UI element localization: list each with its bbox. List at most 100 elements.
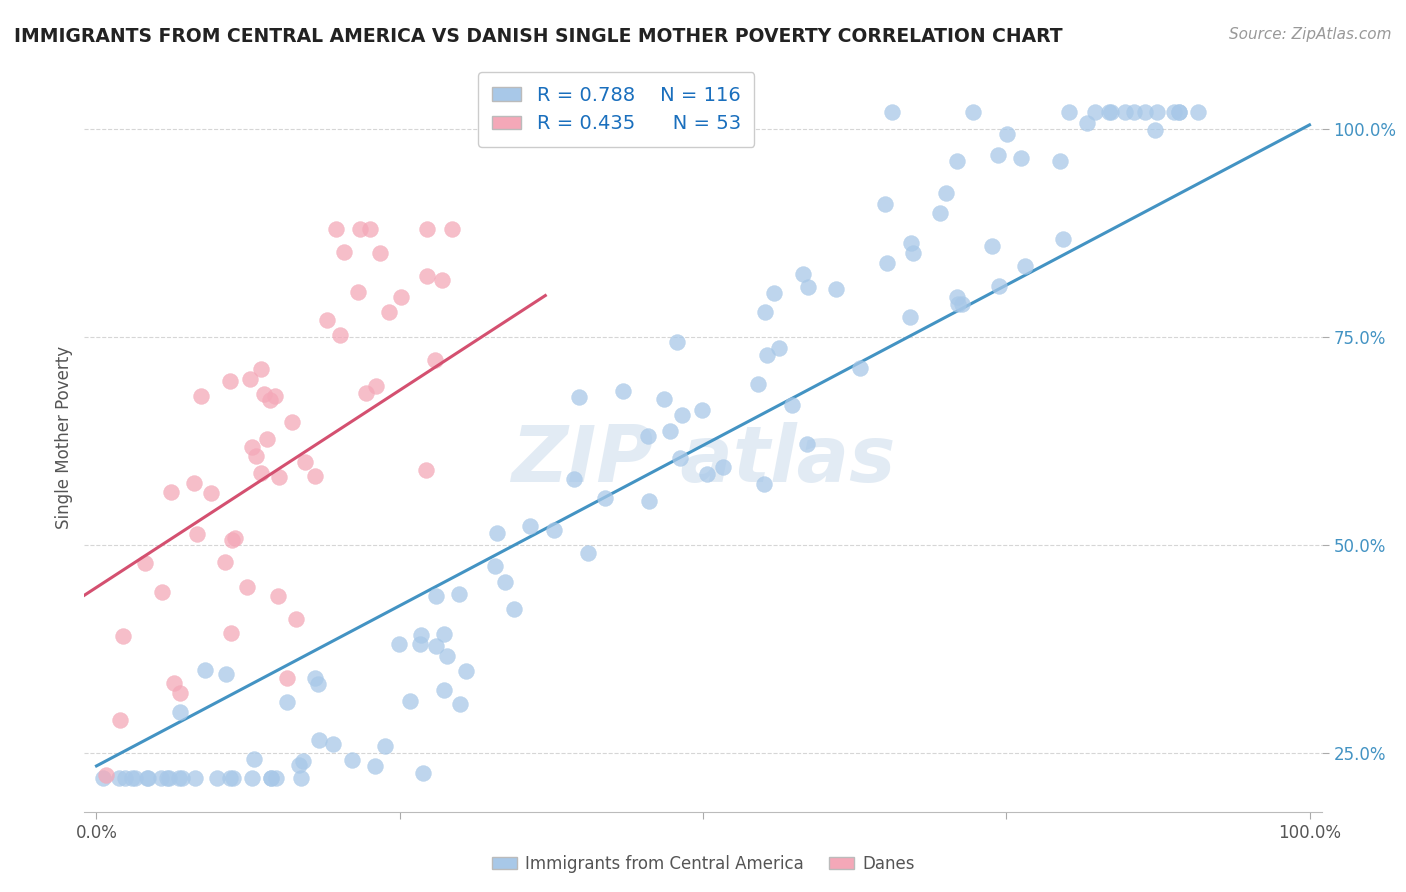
Point bbox=[449, 587, 471, 601]
Point bbox=[780, 398, 803, 412]
Point bbox=[194, 663, 217, 677]
Point bbox=[1163, 105, 1185, 120]
Point bbox=[484, 558, 506, 573]
Point bbox=[503, 601, 526, 615]
Point bbox=[671, 408, 693, 422]
Point bbox=[259, 772, 281, 786]
Point bbox=[359, 222, 381, 236]
Point bbox=[215, 666, 238, 681]
Point bbox=[184, 772, 207, 786]
Point bbox=[696, 467, 718, 482]
Point bbox=[576, 546, 599, 560]
Point bbox=[543, 523, 565, 537]
Point bbox=[205, 772, 228, 786]
Point bbox=[796, 437, 818, 451]
Point bbox=[291, 754, 314, 768]
Point bbox=[308, 732, 330, 747]
Point bbox=[256, 432, 278, 446]
Point bbox=[612, 384, 634, 398]
Point bbox=[652, 392, 675, 406]
Point bbox=[124, 772, 146, 786]
Y-axis label: Single Mother Poverty: Single Mother Poverty bbox=[55, 345, 73, 529]
Point bbox=[416, 222, 439, 236]
Point bbox=[221, 533, 243, 548]
Point bbox=[329, 327, 352, 342]
Point bbox=[962, 105, 984, 120]
Point bbox=[136, 772, 159, 786]
Point bbox=[134, 556, 156, 570]
Point bbox=[121, 772, 143, 786]
Point bbox=[669, 451, 692, 466]
Point bbox=[637, 429, 659, 443]
Point bbox=[903, 246, 925, 260]
Point bbox=[290, 772, 312, 786]
Point bbox=[91, 772, 114, 786]
Point bbox=[494, 575, 516, 590]
Legend: R = 0.788    N = 116, R = 0.435      N = 53: R = 0.788 N = 116, R = 0.435 N = 53 bbox=[478, 72, 755, 147]
Point bbox=[433, 682, 456, 697]
Point bbox=[638, 494, 661, 508]
Text: Source: ZipAtlas.com: Source: ZipAtlas.com bbox=[1229, 27, 1392, 42]
Point bbox=[167, 772, 190, 786]
Point bbox=[436, 648, 458, 663]
Point bbox=[752, 477, 775, 491]
Point bbox=[1167, 105, 1189, 120]
Point bbox=[987, 279, 1010, 293]
Point bbox=[266, 772, 288, 786]
Point bbox=[347, 285, 370, 299]
Point bbox=[411, 628, 433, 642]
Point bbox=[876, 256, 898, 270]
Point bbox=[157, 772, 180, 786]
Point bbox=[425, 639, 447, 653]
Point bbox=[242, 752, 264, 766]
Point bbox=[322, 737, 344, 751]
Legend: Immigrants from Central America, Danes: Immigrants from Central America, Danes bbox=[485, 848, 921, 880]
Point bbox=[240, 772, 263, 786]
Point bbox=[250, 466, 273, 480]
Point bbox=[412, 766, 434, 780]
Point bbox=[325, 222, 347, 236]
Point bbox=[214, 555, 236, 569]
Point bbox=[190, 389, 212, 403]
Point bbox=[409, 637, 432, 651]
Point bbox=[240, 440, 263, 454]
Point bbox=[900, 236, 922, 251]
Point bbox=[294, 454, 316, 468]
Point bbox=[399, 694, 422, 708]
Point bbox=[415, 463, 437, 477]
Point bbox=[595, 491, 617, 505]
Point bbox=[659, 424, 682, 438]
Point bbox=[304, 469, 326, 483]
Point bbox=[1052, 232, 1074, 246]
Point bbox=[875, 197, 897, 211]
Point bbox=[316, 313, 339, 327]
Point bbox=[349, 222, 371, 236]
Point bbox=[946, 153, 969, 168]
Point bbox=[1144, 123, 1167, 137]
Point bbox=[374, 739, 396, 753]
Point bbox=[747, 377, 769, 392]
Point bbox=[391, 291, 413, 305]
Point bbox=[797, 280, 820, 294]
Point bbox=[288, 758, 311, 772]
Point bbox=[224, 531, 246, 545]
Point bbox=[259, 393, 281, 408]
Point bbox=[108, 772, 131, 786]
Point bbox=[1114, 105, 1136, 120]
Point bbox=[245, 449, 267, 463]
Point bbox=[946, 290, 969, 304]
Point bbox=[763, 285, 786, 300]
Point bbox=[239, 372, 262, 386]
Point bbox=[281, 415, 304, 429]
Point bbox=[114, 772, 136, 786]
Point bbox=[354, 386, 377, 401]
Point bbox=[928, 206, 950, 220]
Point bbox=[136, 772, 159, 786]
Point bbox=[264, 389, 287, 403]
Point bbox=[94, 767, 117, 781]
Point bbox=[163, 676, 186, 690]
Point bbox=[995, 127, 1018, 141]
Point bbox=[980, 238, 1002, 252]
Point bbox=[882, 105, 904, 120]
Point bbox=[1133, 105, 1156, 120]
